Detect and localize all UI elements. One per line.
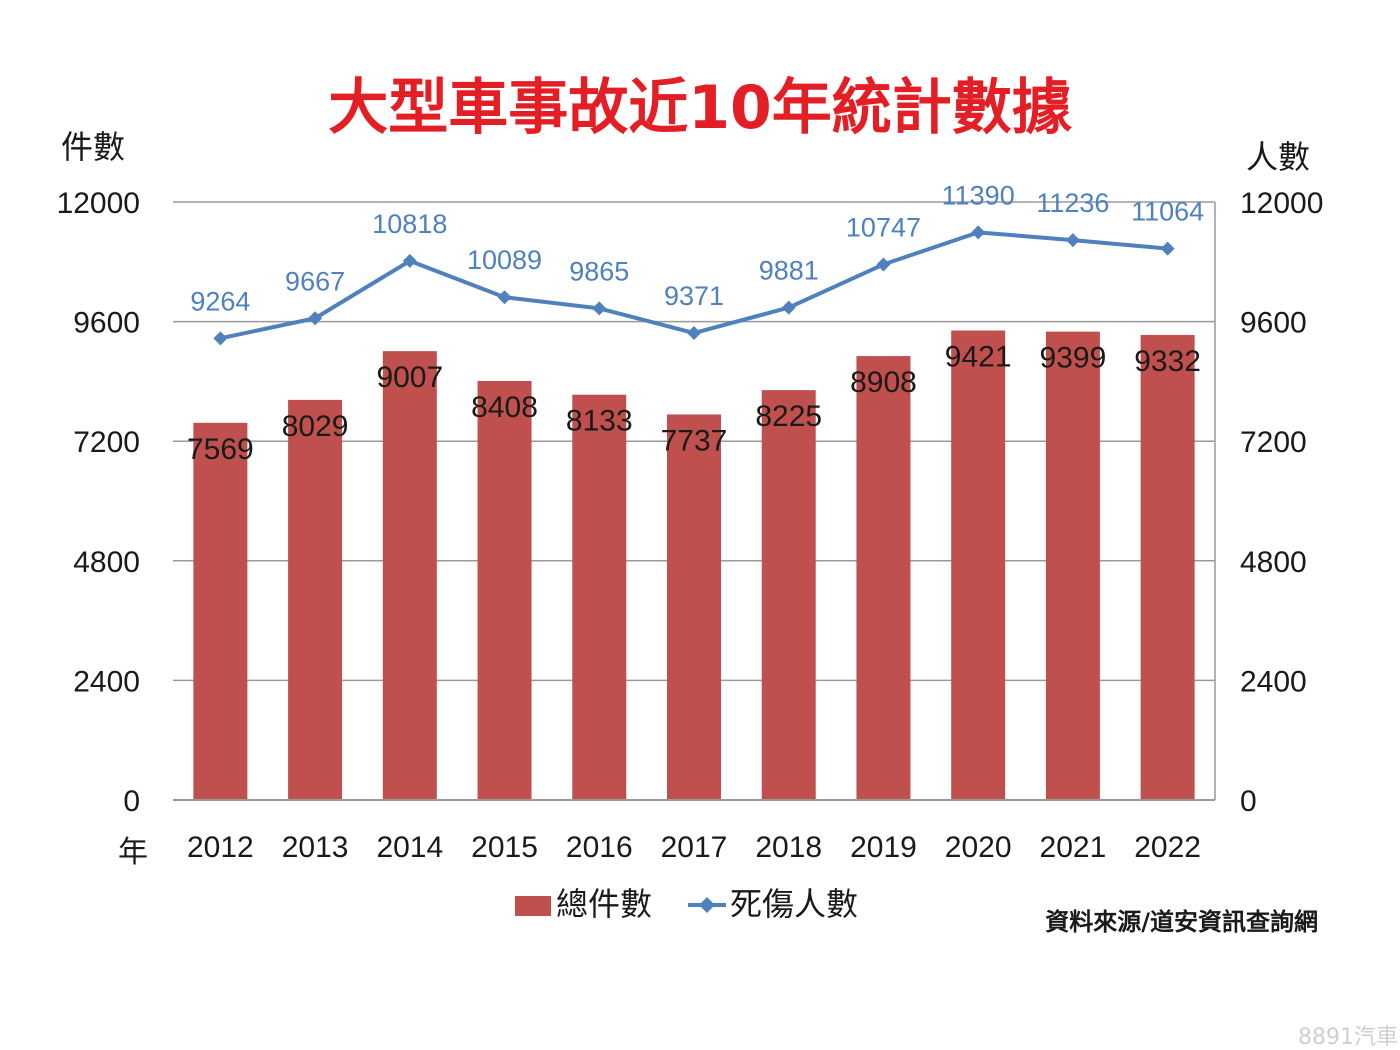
y-tick-label: 0 — [123, 785, 140, 818]
y2-tick-label: 9600 — [1240, 307, 1307, 340]
bar-data-label: 8908 — [850, 366, 917, 399]
bar-data-labels: 7569 8029 9007 8408 8133 7737 8225 8908 9421 9399… — [187, 341, 1201, 466]
line-data-label: 9371 — [664, 281, 724, 311]
x-tick-label: 2021 — [1040, 831, 1107, 864]
x-tick-label: 2012 — [187, 831, 254, 864]
chart-title: 大型車事故近10年統計數據 — [328, 73, 1072, 143]
line-point-marker — [402, 253, 417, 268]
line-point-marker — [213, 331, 228, 346]
bar — [667, 414, 721, 800]
bar — [1045, 331, 1100, 800]
bar — [382, 351, 437, 800]
x-tick-label: 2016 — [566, 831, 633, 864]
x-tick-label: 2020 — [945, 831, 1012, 864]
line-data-label: 9881 — [759, 256, 819, 286]
x-tick-label: 2014 — [376, 831, 443, 864]
x-tick-label: 2018 — [755, 831, 822, 864]
line-data-labels: 9264 9667 10818 10089 9865 9371 9881 10747 11390… — [190, 180, 1204, 316]
legend-bar-label: 總件數 — [556, 885, 652, 923]
bar-data-label: 7737 — [661, 424, 728, 457]
line-data-label: 9264 — [190, 286, 250, 316]
bar-data-label: 9007 — [376, 361, 443, 394]
y2-tick-label: 0 — [1240, 785, 1257, 818]
line-point-marker — [687, 326, 701, 341]
line-point-marker — [592, 301, 607, 316]
bar-data-label: 9421 — [945, 341, 1012, 374]
line-point-marker — [876, 257, 891, 272]
bar-data-label: 9332 — [1134, 345, 1201, 378]
legend-diamond-marker — [699, 897, 715, 913]
y-tick-label: 4800 — [73, 546, 140, 579]
bar-series-total-cases — [193, 330, 1195, 800]
line-point-marker — [1160, 241, 1175, 256]
line-data-label: 11064 — [1131, 197, 1204, 227]
bar — [761, 390, 816, 800]
x-tick-label: 2015 — [471, 831, 538, 864]
line-data-label: 10089 — [467, 245, 542, 275]
watermark: 8891汽車 — [1298, 1025, 1398, 1050]
bar — [288, 399, 343, 800]
bar-data-label: 8408 — [471, 391, 538, 424]
bar-data-label: 8225 — [755, 400, 822, 433]
bar — [193, 422, 248, 800]
legend-bar-swatch — [515, 896, 551, 916]
legend-line-label: 死傷人數 — [730, 885, 858, 923]
bar-data-label: 9399 — [1040, 342, 1107, 375]
y2-tick-label: 12000 — [1240, 187, 1323, 220]
x-tick-label: 2017 — [661, 831, 728, 864]
y-tick-label: 12000 — [57, 187, 140, 220]
bar-data-label: 8133 — [566, 405, 633, 438]
line-point-marker — [781, 300, 796, 315]
legend: 總件數 死傷人數 — [515, 885, 858, 923]
bar-data-label: 8029 — [282, 410, 349, 443]
line-point-marker — [1065, 233, 1080, 248]
x-tick-label: 2022 — [1134, 831, 1201, 864]
x-tick-label: 2019 — [850, 831, 917, 864]
line-point-marker — [971, 225, 986, 240]
x-axis-unit: 年 — [118, 835, 148, 870]
y-tick-label: 7200 — [73, 426, 140, 459]
line-data-label: 10818 — [372, 209, 447, 239]
line-data-label: 9865 — [569, 256, 629, 286]
x-tick-label: 2013 — [282, 831, 349, 864]
source-note: 資料來源/道安資訊查詢網 — [1045, 908, 1318, 936]
line-data-label: 10747 — [846, 212, 921, 242]
bar-data-label: 7569 — [187, 433, 254, 466]
bar — [1140, 334, 1195, 800]
y2-tick-label: 4800 — [1240, 546, 1307, 579]
right-axis-unit: 人數 — [1246, 138, 1310, 176]
line-point-marker — [497, 290, 512, 305]
left-axis-unit: 件數 — [61, 128, 125, 166]
line-data-label: 11390 — [942, 180, 1015, 210]
y-tick-label: 9600 — [73, 307, 140, 340]
line-series-casualties — [213, 225, 1175, 346]
y-tick-label: 2400 — [73, 665, 140, 698]
bar — [477, 381, 532, 800]
line-data-label: 11236 — [1036, 188, 1109, 218]
bar — [856, 356, 911, 800]
line-point-marker — [308, 311, 323, 326]
axes: 0 2400 4800 7200 9600 12000 0 2400 4800 7200 9600 1… — [57, 187, 1324, 864]
bar — [572, 394, 627, 800]
y2-tick-label: 2400 — [1240, 665, 1307, 698]
bar — [951, 330, 1006, 800]
y2-tick-label: 7200 — [1240, 426, 1307, 459]
line-data-label: 9667 — [285, 266, 345, 296]
